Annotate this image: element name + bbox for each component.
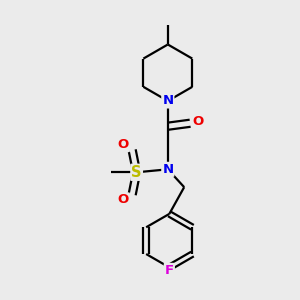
Text: O: O bbox=[118, 194, 129, 206]
Text: S: S bbox=[131, 165, 142, 180]
Text: N: N bbox=[162, 94, 173, 107]
Text: O: O bbox=[193, 115, 204, 128]
Text: F: F bbox=[165, 264, 174, 277]
Text: O: O bbox=[118, 138, 129, 151]
Text: N: N bbox=[162, 163, 173, 176]
